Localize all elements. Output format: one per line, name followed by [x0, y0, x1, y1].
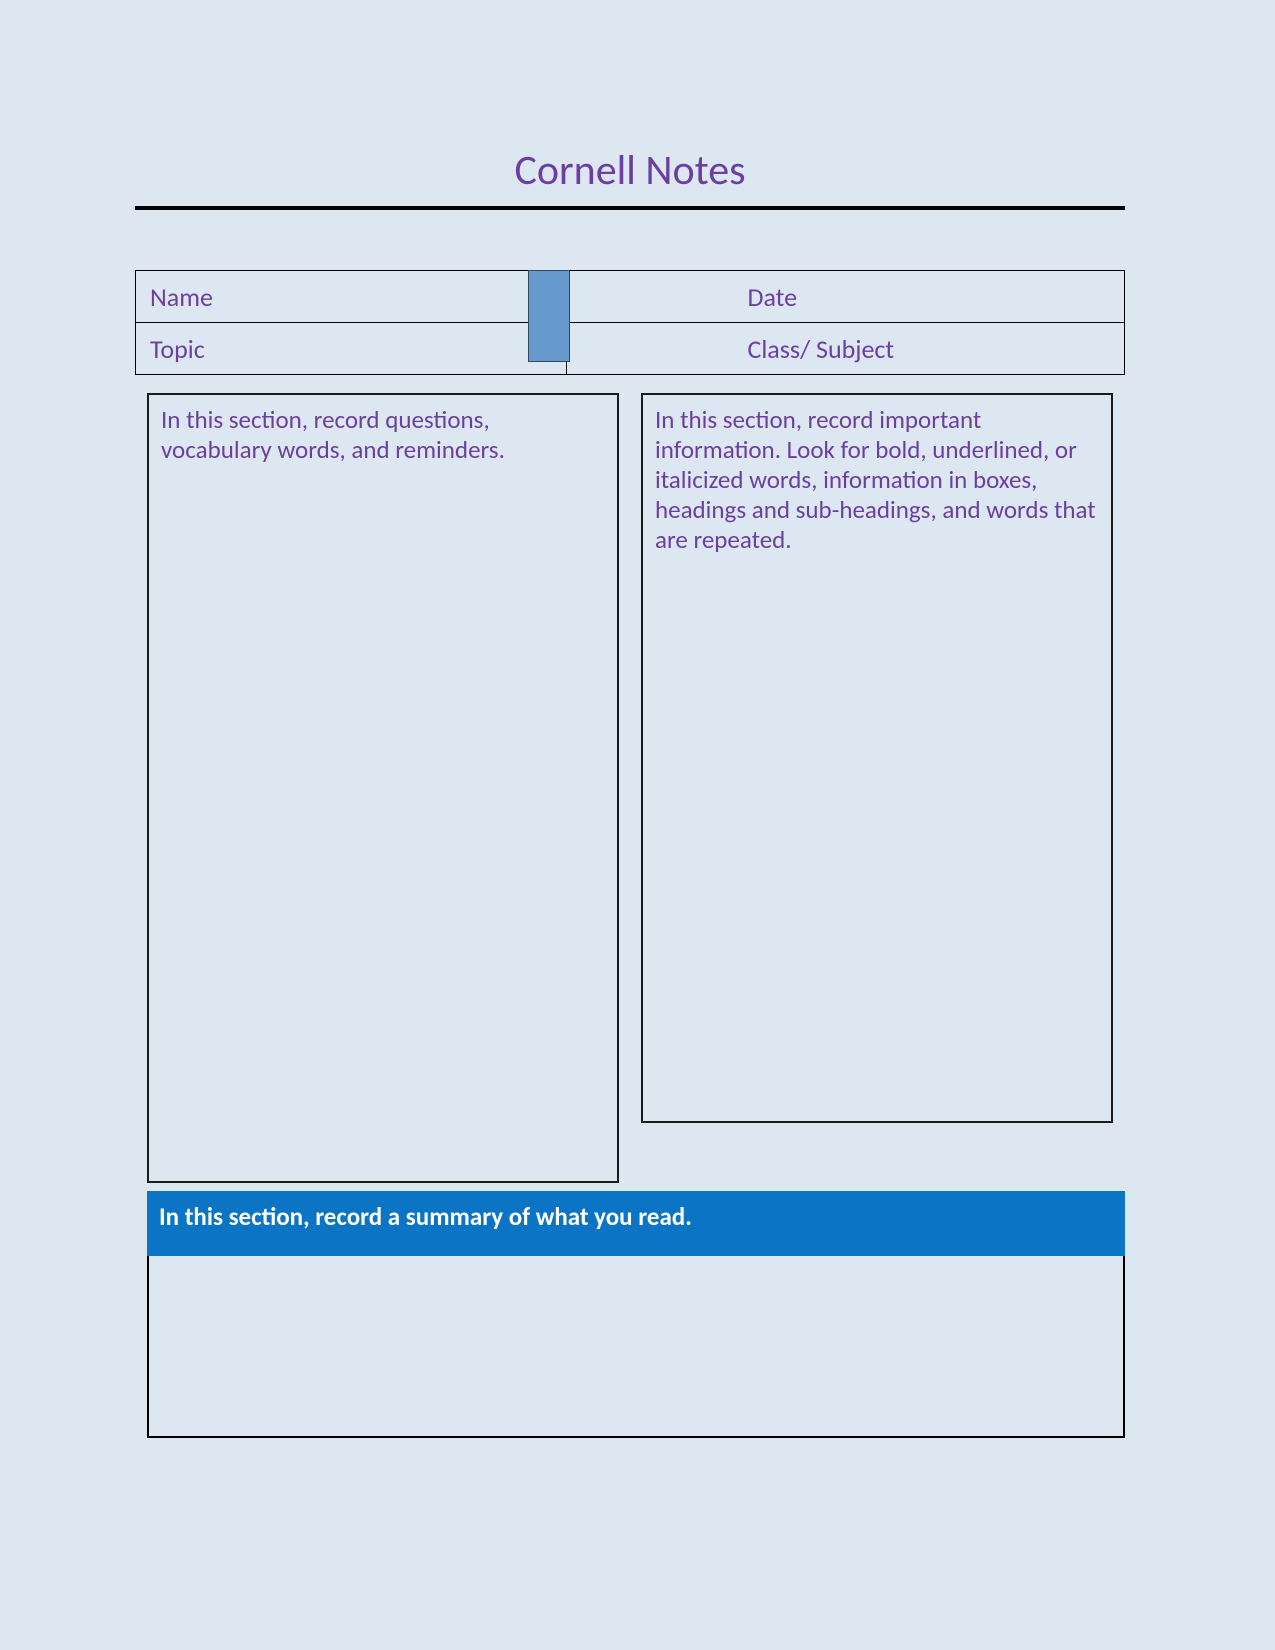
summary-label: In this section, record a summary of wha…	[147, 1191, 1125, 1256]
cues-column: In this section, record questions, vocab…	[147, 393, 619, 1183]
class-label: Class/ Subject	[567, 323, 1125, 375]
header-row-2: Topic Class/ Subject	[136, 323, 1125, 375]
header-accent-block	[528, 270, 570, 362]
notes-column: In this section, record important inform…	[641, 393, 1113, 1123]
title-underline	[135, 206, 1125, 210]
name-label: Name	[136, 271, 567, 323]
header-row-1: Name Date	[136, 271, 1125, 323]
page-title: Cornell Notes	[135, 145, 1125, 206]
cornell-notes-template: Cornell Notes Name Date Topic Class/ Sub…	[135, 145, 1125, 1438]
header-section: Name Date Topic Class/ Subject	[135, 270, 1125, 375]
summary-box	[147, 1256, 1125, 1438]
header-table: Name Date Topic Class/ Subject	[135, 270, 1125, 375]
notes-columns: In this section, record questions, vocab…	[147, 393, 1137, 1183]
date-label: Date	[567, 271, 1125, 323]
topic-label: Topic	[136, 323, 567, 375]
